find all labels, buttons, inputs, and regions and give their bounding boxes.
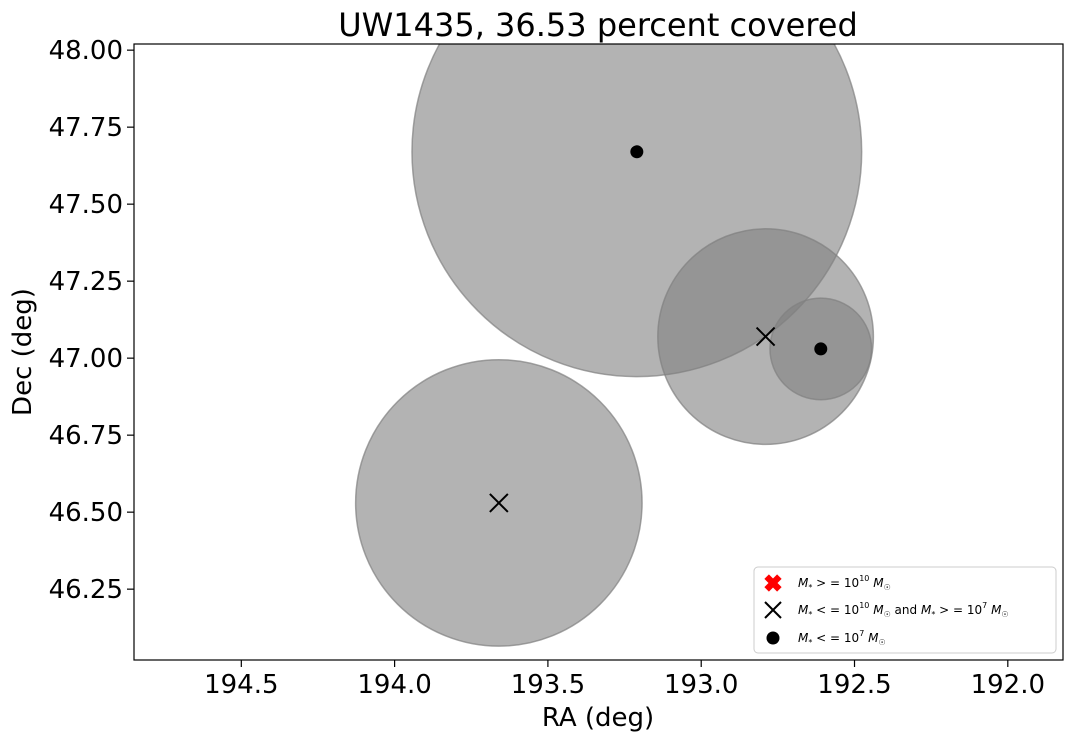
legend-label-low-mass: M* < = 107 M☉ [798,629,886,647]
data-point-dot-1 [630,145,644,159]
plot-frame [133,43,1064,661]
y-tick-label: 47.00 [49,344,123,374]
data-point-x-1 [755,326,776,347]
legend-label-high-mass: M* > = 1010 M☉ [798,574,891,592]
y-tick-label: 47.50 [49,190,123,220]
y-axis-ticks: 46.25 46.50 46.75 47.00 47.25 47.50 47.75 48.00 [49,36,134,605]
x-axis-label: RA (deg) [542,703,654,733]
y-axis-label: Dec (deg) [8,288,38,416]
data-markers [489,145,828,513]
coverage-circles [354,44,875,647]
data-point-x-2 [489,493,509,513]
legend-label-mid-mass: M* < = 1010 M☉ and M* > = 107 M☉ [798,601,1009,619]
y-tick-label: 47.25 [49,267,123,297]
y-tick-label: 48.00 [49,36,123,66]
chart-title: UW1435, 36.53 percent covered [338,6,858,44]
legend: M* > = 1010 M☉ M* < = 1010 M☉ and M* > =… [753,566,1057,654]
y-tick-label: 46.50 [49,498,123,528]
legend-box [753,566,1057,654]
y-tick-label: 47.75 [49,113,123,143]
x-axis-ticks: 194.5 194.0 193.5 193.0 192.5 192.0 [204,660,1045,700]
x-tick-label: 194.0 [357,670,431,700]
x-tick-label: 192.5 [817,670,891,700]
y-tick-label: 46.25 [49,575,123,605]
x-tick-label: 194.5 [204,670,278,700]
x-tick-label: 193.5 [511,670,585,700]
legend-marker-low-mass-icon [766,631,780,645]
x-tick-label: 192.0 [971,670,1045,700]
y-tick-label: 46.75 [49,421,123,451]
legend-marker-mid-mass-icon [764,601,782,619]
x-tick-label: 193.0 [664,670,738,700]
legend-marker-high-mass-icon [764,574,782,592]
data-point-dot-2 [814,342,828,356]
